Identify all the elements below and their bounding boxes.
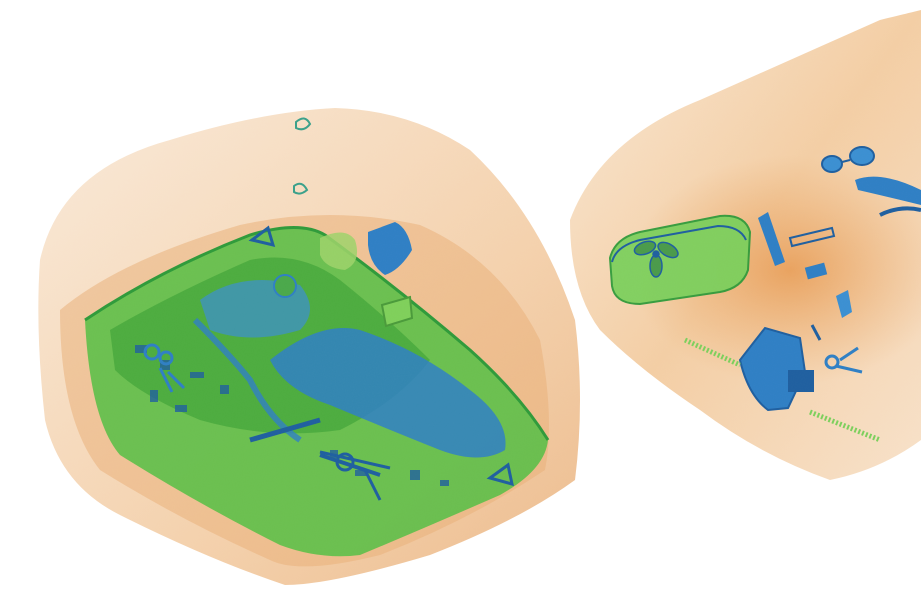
- noise-overlay: [0, 0, 921, 593]
- xray-scan-image: [0, 0, 921, 593]
